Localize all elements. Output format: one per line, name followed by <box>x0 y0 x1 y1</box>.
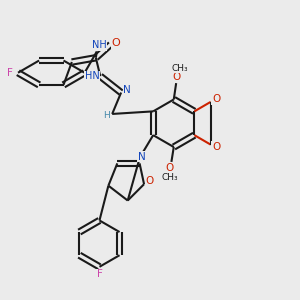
Text: F: F <box>7 68 13 78</box>
Text: O: O <box>172 72 180 82</box>
Text: CH₃: CH₃ <box>162 173 178 182</box>
Text: O: O <box>146 176 154 186</box>
Text: O: O <box>112 38 120 48</box>
Text: F: F <box>97 269 102 279</box>
Text: N: N <box>138 152 146 162</box>
Text: N: N <box>123 85 131 95</box>
Text: HN: HN <box>85 71 99 81</box>
Text: CH₃: CH₃ <box>171 64 188 73</box>
Text: H: H <box>103 111 110 120</box>
Text: NH: NH <box>92 40 106 50</box>
Text: O: O <box>212 94 220 104</box>
Text: O: O <box>166 164 174 173</box>
Text: O: O <box>212 142 220 152</box>
